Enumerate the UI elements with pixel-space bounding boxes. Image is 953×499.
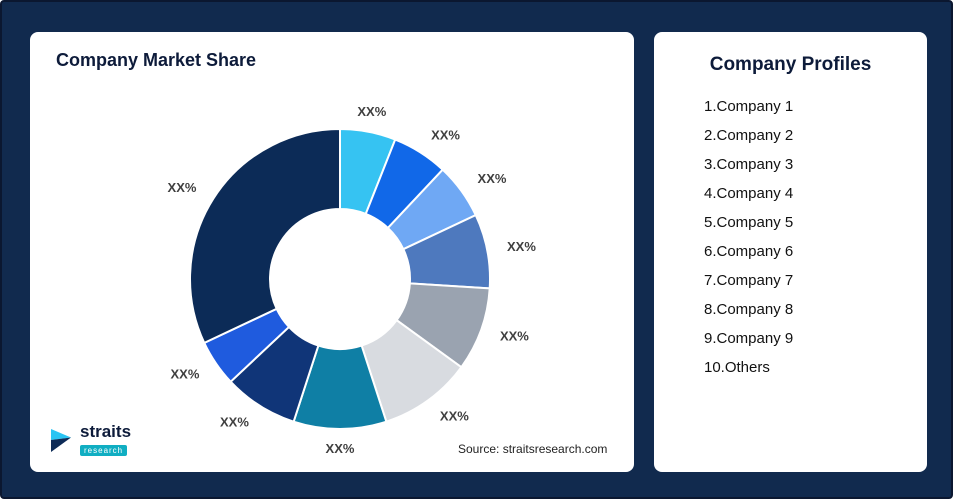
market-share-donut: XX% XX% XX% XX% XX% XX% XX% XX% XX% XX% <box>168 104 537 456</box>
logo-sub: research <box>80 445 128 456</box>
slice-label: XX% <box>220 415 249 430</box>
profile-item: 2.Company 2 <box>704 127 794 144</box>
market-share-card: Company Market Share XX% XX% XX% XX% XX% XX% X… <box>30 32 634 472</box>
profile-item: 7.Company 7 <box>704 272 794 289</box>
slice-label: XX% <box>431 127 460 142</box>
source-text: Source: straitsresearch.com <box>458 442 608 456</box>
profile-item: 9.Company 9 <box>704 330 794 347</box>
straits-research-logo: straits research <box>50 423 131 458</box>
slice-label: XX% <box>478 171 507 186</box>
profile-item: 1.Company 1 <box>704 98 794 115</box>
profile-item: 10.Others <box>704 359 770 376</box>
slice-label: XX% <box>507 239 536 254</box>
donut-segment <box>189 127 341 345</box>
logo-text: straits research <box>80 423 131 458</box>
chart-title: Company Market Share <box>56 50 257 70</box>
slice-label: XX% <box>357 104 386 119</box>
company-profiles-card: Company Profiles 1.Company 1 2.Company 2… <box>654 32 927 472</box>
profile-item: 8.Company 8 <box>704 301 794 318</box>
profile-item: 3.Company 3 <box>704 156 794 173</box>
logo-name: straits <box>80 422 132 441</box>
slice-label: XX% <box>326 441 355 456</box>
slice-label: XX% <box>440 409 469 424</box>
slice-label: XX% <box>500 329 529 344</box>
slice-label: XX% <box>170 367 199 382</box>
profile-item: 5.Company 5 <box>704 214 794 231</box>
profiles-title: Company Profiles <box>709 54 872 75</box>
logo-icon <box>51 428 71 452</box>
profile-item: 4.Company 4 <box>704 185 794 202</box>
profiles-list: 1.Company 1 2.Company 2 3.Company 3 4.Co… <box>654 92 927 382</box>
profile-item: 6.Company 6 <box>704 243 794 260</box>
slice-label: XX% <box>168 180 197 195</box>
